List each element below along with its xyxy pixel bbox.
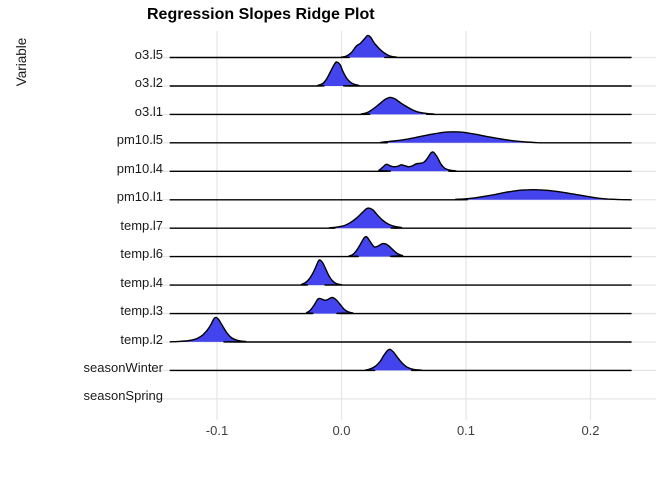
ridge-o3.l1 xyxy=(169,96,632,116)
ridge-temp.l4 xyxy=(169,259,632,286)
y-axis-label: pm10.l5 xyxy=(116,132,163,148)
chart-title: Regression Slopes Ridge Plot xyxy=(147,6,375,23)
ridge-o3.l2 xyxy=(169,61,632,87)
ridge-temp.l6 xyxy=(169,235,632,258)
y-axis-label: pm10.l4 xyxy=(116,160,163,176)
y-axis-label: pm10.l1 xyxy=(116,189,163,205)
x-tick-label: 0.2 xyxy=(581,423,600,438)
ridge-pm10.l4 xyxy=(169,151,632,173)
y-axis-label: temp.l4 xyxy=(120,274,163,290)
ridge-pm10.l1 xyxy=(169,188,632,201)
y-axis-label: temp.l2 xyxy=(120,331,163,347)
y-axis-label: o3.l5 xyxy=(134,47,163,62)
y-axis-label: seasonSpring xyxy=(83,388,164,404)
y-axis-label: o3.l2 xyxy=(134,75,163,91)
ridge-temp.l7 xyxy=(169,207,632,229)
x-tick-label: -0.1 xyxy=(205,423,229,438)
y-axis-label: temp.l3 xyxy=(120,303,163,319)
y-axis-label: temp.l6 xyxy=(120,246,163,262)
ridge-temp.l2 xyxy=(169,316,632,343)
x-tick-label: 0.0 xyxy=(332,423,351,438)
ridge-pm10.l5 xyxy=(169,131,632,144)
y-axis-label: seasonWinter xyxy=(83,359,163,375)
y-axis-label: temp.l7 xyxy=(120,217,163,233)
x-tick-label: 0.1 xyxy=(456,423,476,438)
ridge-seasonWinter xyxy=(169,348,632,372)
ridge-temp.l3 xyxy=(169,296,632,315)
ridge-o3.l5 xyxy=(169,34,632,59)
y-axis-label: o3.l1 xyxy=(134,103,163,119)
